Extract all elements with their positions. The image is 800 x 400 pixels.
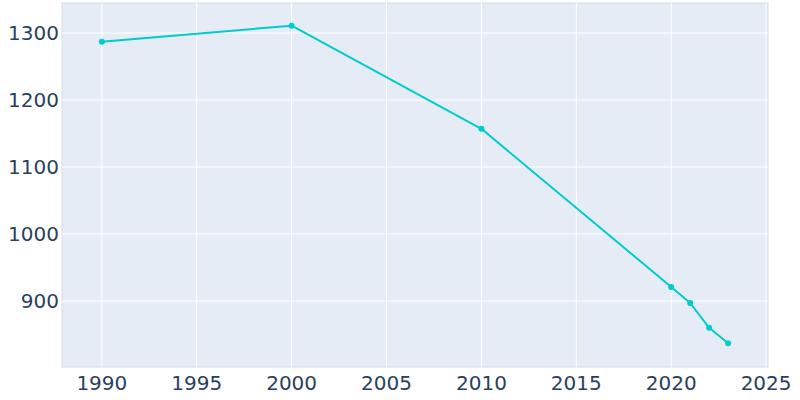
x-tick-label: 2015 bbox=[551, 371, 602, 395]
grid bbox=[62, 3, 768, 367]
x-grid-line bbox=[101, 3, 102, 367]
x-grid-line bbox=[196, 3, 197, 367]
plot-area bbox=[62, 3, 768, 367]
x-tick-label: 2020 bbox=[646, 371, 697, 395]
y-grid-line bbox=[62, 301, 768, 302]
x-tick-label: 1995 bbox=[171, 371, 222, 395]
x-grid-line bbox=[291, 3, 292, 367]
y-grid-line bbox=[62, 234, 768, 235]
y-tick-label: 1100 bbox=[8, 155, 59, 179]
marker bbox=[668, 284, 674, 290]
x-tick-label: 2025 bbox=[741, 371, 792, 395]
x-tick-label: 2005 bbox=[361, 371, 412, 395]
data-group bbox=[99, 23, 731, 347]
line bbox=[102, 26, 728, 344]
x-tick-label: 2000 bbox=[266, 371, 317, 395]
y-tick-label: 1300 bbox=[8, 21, 59, 45]
marker bbox=[99, 39, 105, 45]
marker bbox=[706, 325, 712, 331]
marker bbox=[725, 340, 731, 346]
y-tick-label: 900 bbox=[21, 289, 59, 313]
x-tick-label: 2010 bbox=[456, 371, 507, 395]
x-grid-line bbox=[386, 3, 387, 367]
x-grid-line bbox=[481, 3, 482, 367]
chart-container: 1990 1995 2000 2005 2010 2015 2020 2025 900 1000 1… bbox=[0, 0, 800, 400]
y-grid-line bbox=[62, 167, 768, 168]
y-tick-label: 1000 bbox=[8, 222, 59, 246]
y-tick-label: 1200 bbox=[8, 88, 59, 112]
marker bbox=[289, 23, 295, 29]
y-grid-line bbox=[62, 100, 768, 101]
chart-svg: 1990 1995 2000 2005 2010 2015 2020 2025 900 1000 1… bbox=[0, 0, 800, 400]
x-tick-label: 1990 bbox=[76, 371, 127, 395]
x-grid-line bbox=[576, 3, 577, 367]
y-grid-line bbox=[62, 33, 768, 34]
x-grid-line bbox=[766, 3, 767, 367]
marker bbox=[478, 126, 484, 132]
x-grid-line bbox=[671, 3, 672, 367]
marker bbox=[687, 300, 693, 306]
